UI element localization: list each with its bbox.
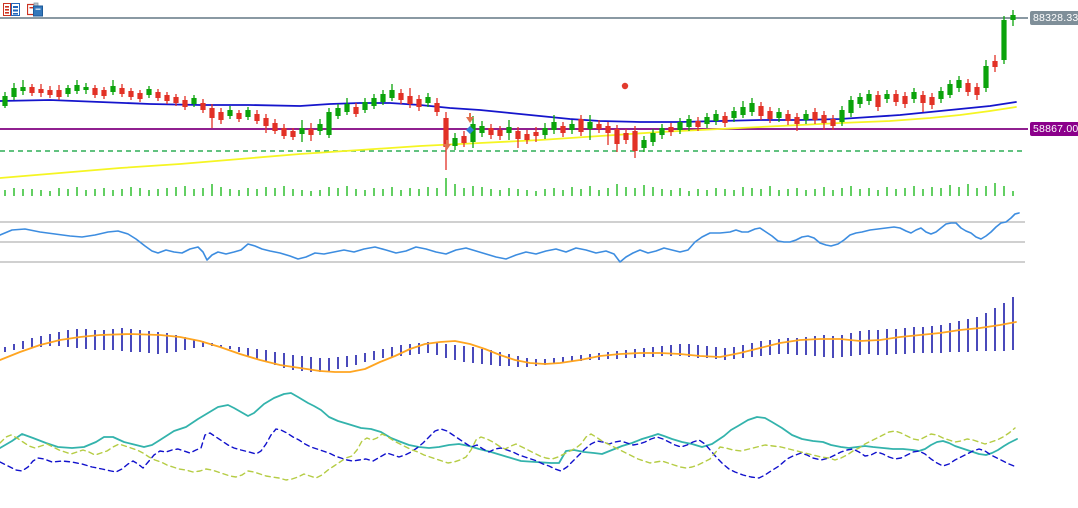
down-arrow-marker [443,144,451,150]
chart-copy-icon [26,2,43,17]
blue-ma-line [0,99,1017,123]
adx-solid-teal [0,392,1018,464]
yellow-ma-line [0,106,1017,179]
oscillator-line [0,212,1020,263]
candlestick-series [2,10,1016,170]
table-view-button[interactable] [3,2,20,17]
down-arrow-marker [466,117,474,123]
dmi-panel [0,392,1018,481]
blue-diamond-marker [466,126,474,134]
toolbar [3,2,44,17]
price-panel [0,17,1028,179]
table-view-icon [3,3,20,16]
signal-markers [443,82,629,150]
macd-signal-line [0,321,1017,373]
volume-ticks [4,178,1014,196]
macd-panel [0,297,1017,373]
di-dashed-olive [0,427,1016,481]
last-price-label: 88328.33 [1030,11,1078,25]
di-dashed-navy [0,428,1018,479]
level-price-label: 58867.00 [1030,122,1078,136]
red-dot-marker [621,82,629,90]
oscillator-panel [0,212,1025,263]
chart-copy-button[interactable] [26,2,44,17]
